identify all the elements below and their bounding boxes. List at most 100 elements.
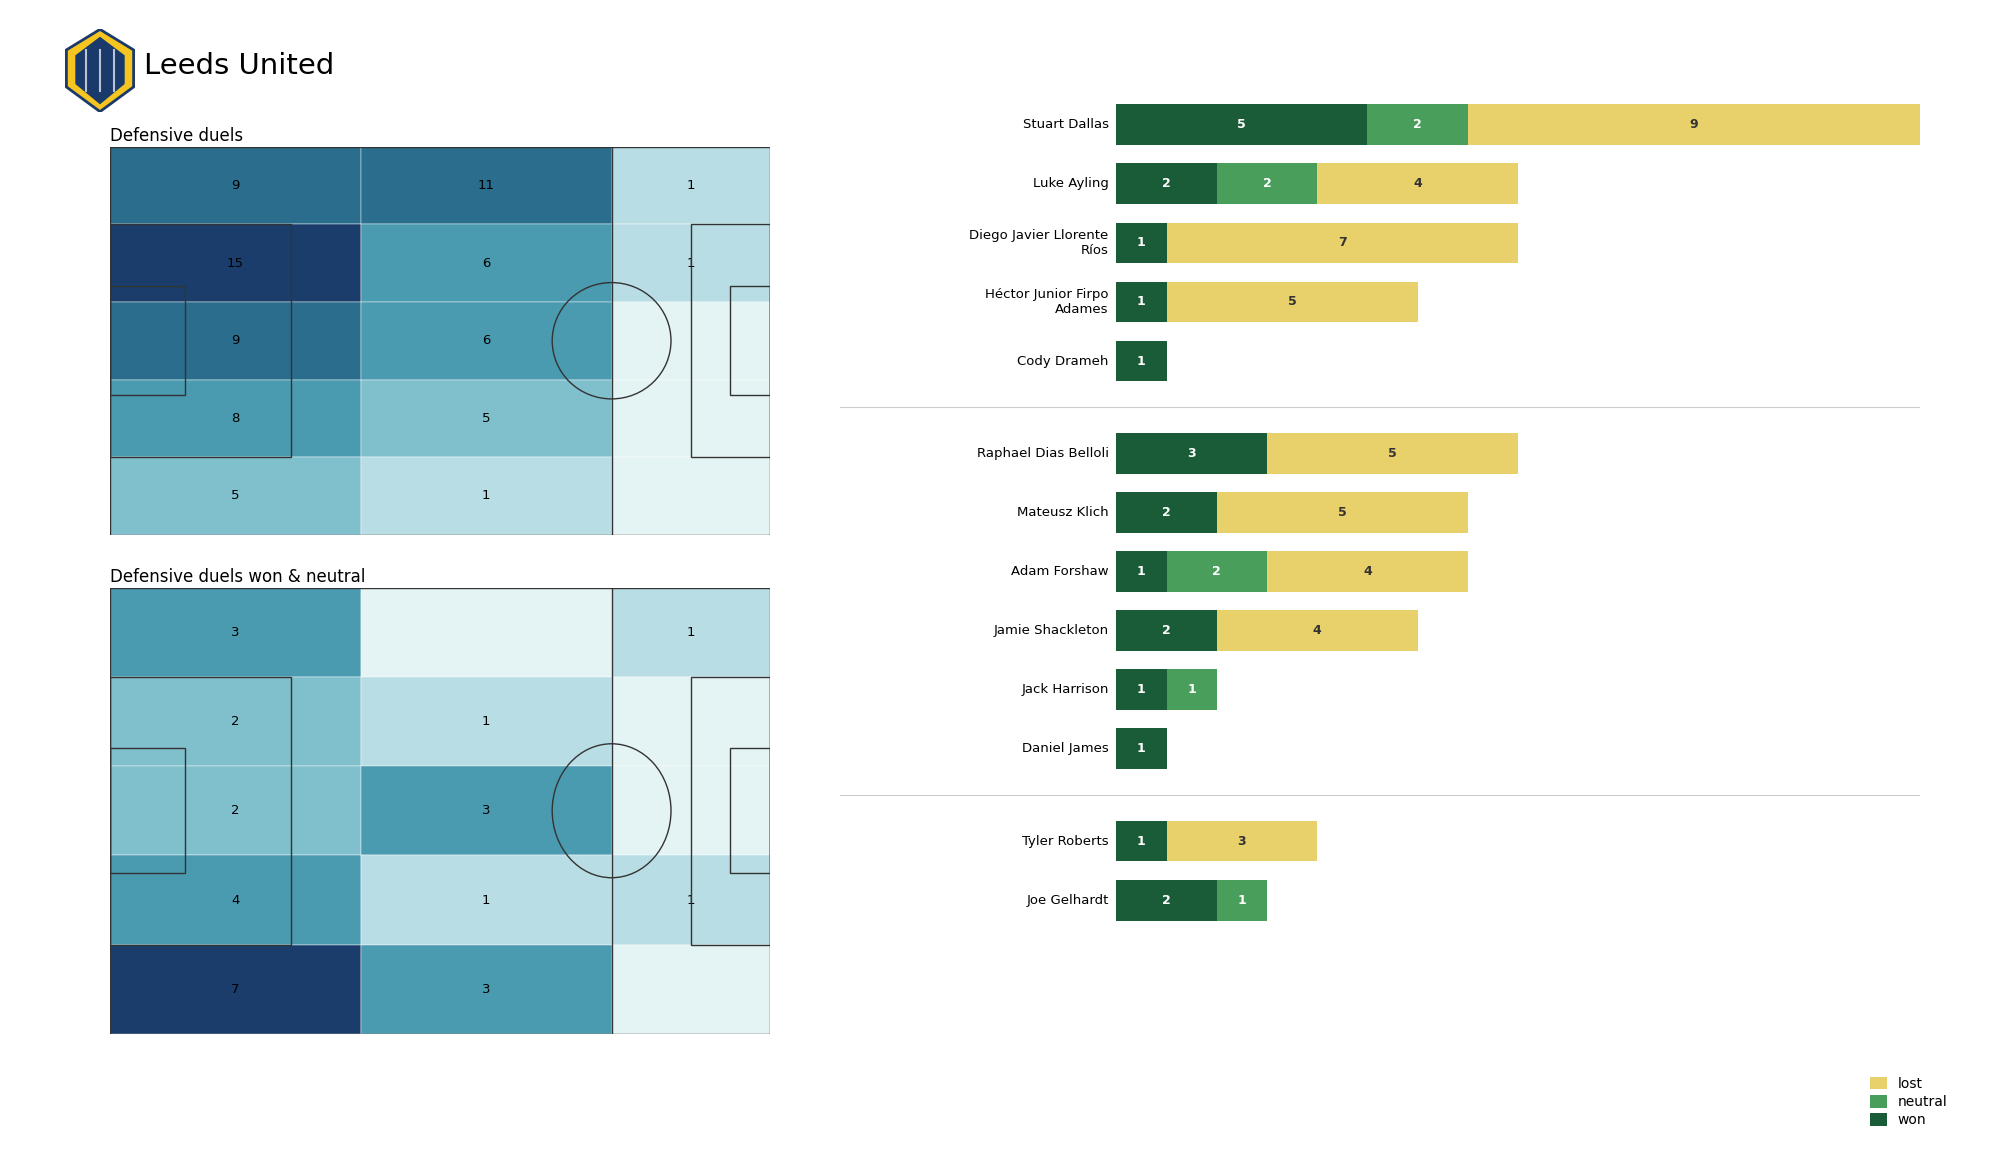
Text: Diego Javier Llorente
Ríos: Diego Javier Llorente Ríos: [970, 229, 1108, 257]
Text: 1: 1: [686, 893, 696, 907]
Text: 9: 9: [1690, 119, 1698, 132]
Text: 3: 3: [482, 804, 490, 818]
Text: 1: 1: [1138, 236, 1146, 249]
Bar: [360, 945, 612, 1034]
Polygon shape: [76, 38, 124, 103]
Bar: [110, 766, 360, 855]
Text: Adam Forshaw: Adam Forshaw: [1012, 565, 1108, 578]
Bar: [1266, 434, 1518, 474]
Bar: [110, 748, 186, 873]
Text: Mateusz Klich: Mateusz Klich: [1018, 506, 1108, 519]
Text: 6: 6: [482, 256, 490, 270]
Text: 1: 1: [482, 714, 490, 728]
Bar: [1166, 222, 1518, 263]
Text: Stuart Dallas: Stuart Dallas: [1022, 119, 1108, 132]
Text: 1: 1: [1138, 743, 1146, 756]
Bar: [1216, 880, 1266, 920]
Text: 4: 4: [1312, 624, 1322, 637]
Bar: [110, 855, 360, 945]
Text: 2: 2: [1162, 177, 1170, 190]
Bar: [1216, 610, 1418, 651]
Text: 5: 5: [1388, 446, 1396, 459]
Text: 9: 9: [232, 334, 240, 348]
Bar: [730, 287, 770, 395]
Bar: [1368, 105, 1468, 145]
Text: 1: 1: [482, 489, 490, 503]
Bar: [690, 677, 770, 945]
Text: Luke Ayling: Luke Ayling: [1032, 177, 1108, 190]
Text: 3: 3: [232, 625, 240, 639]
Text: Leeds United: Leeds United: [144, 53, 334, 80]
Bar: [360, 588, 612, 677]
Text: 1: 1: [1188, 683, 1196, 697]
Bar: [1116, 821, 1166, 861]
Legend: lost, neutral, won: lost, neutral, won: [1864, 1072, 1954, 1133]
Bar: [1166, 551, 1266, 592]
Text: 5: 5: [482, 411, 490, 425]
Text: Raphael Dias Belloli: Raphael Dias Belloli: [976, 446, 1108, 459]
Text: 2: 2: [1414, 119, 1422, 132]
Bar: [730, 748, 770, 873]
Text: 1: 1: [686, 179, 696, 193]
Text: 1: 1: [1138, 565, 1146, 578]
Bar: [1116, 610, 1216, 651]
Text: 5: 5: [232, 489, 240, 503]
Bar: [1216, 163, 1318, 204]
Text: 2: 2: [1162, 506, 1170, 519]
Bar: [1116, 880, 1216, 920]
Text: 1: 1: [1138, 834, 1146, 847]
Bar: [110, 147, 360, 224]
Text: 2: 2: [1162, 624, 1170, 637]
Text: 1: 1: [1138, 295, 1146, 309]
Bar: [110, 677, 360, 766]
Bar: [1166, 670, 1216, 710]
Text: 7: 7: [232, 982, 240, 996]
Bar: [612, 457, 770, 535]
Bar: [1318, 163, 1518, 204]
Bar: [360, 766, 612, 855]
Bar: [612, 677, 770, 766]
Text: 2: 2: [1212, 565, 1222, 578]
Bar: [1116, 492, 1216, 532]
Bar: [360, 855, 612, 945]
Text: 5: 5: [1338, 506, 1346, 519]
Bar: [1216, 492, 1468, 532]
Bar: [110, 945, 360, 1034]
Text: 2: 2: [232, 804, 240, 818]
Bar: [110, 380, 360, 457]
Bar: [110, 224, 290, 457]
Bar: [1116, 341, 1166, 382]
Text: 2: 2: [1162, 894, 1170, 907]
Bar: [360, 302, 612, 380]
Bar: [110, 677, 290, 945]
Text: Héctor Junior Firpo
Adames: Héctor Junior Firpo Adames: [986, 288, 1108, 316]
Text: 1: 1: [482, 893, 490, 907]
Bar: [360, 224, 612, 302]
Text: 1: 1: [686, 625, 696, 639]
Text: Daniel James: Daniel James: [1022, 743, 1108, 756]
Bar: [1266, 551, 1468, 592]
Bar: [612, 302, 770, 380]
Bar: [690, 224, 770, 457]
Bar: [1116, 282, 1166, 322]
Bar: [1116, 670, 1166, 710]
Text: 2: 2: [232, 714, 240, 728]
Bar: [360, 677, 612, 766]
Bar: [612, 147, 770, 224]
Bar: [1166, 282, 1418, 322]
Text: Jack Harrison: Jack Harrison: [1022, 683, 1108, 697]
Bar: [612, 224, 770, 302]
Text: 2: 2: [1262, 177, 1272, 190]
Text: Jamie Shackleton: Jamie Shackleton: [994, 624, 1108, 637]
Bar: [360, 380, 612, 457]
Polygon shape: [66, 29, 134, 112]
Bar: [110, 457, 360, 535]
Bar: [612, 588, 770, 677]
Text: 3: 3: [1238, 834, 1246, 847]
Bar: [612, 380, 770, 457]
Text: 1: 1: [1138, 355, 1146, 368]
Text: 7: 7: [1338, 236, 1346, 249]
Text: 1: 1: [1238, 894, 1246, 907]
Text: 3: 3: [1188, 446, 1196, 459]
Bar: [612, 855, 770, 945]
